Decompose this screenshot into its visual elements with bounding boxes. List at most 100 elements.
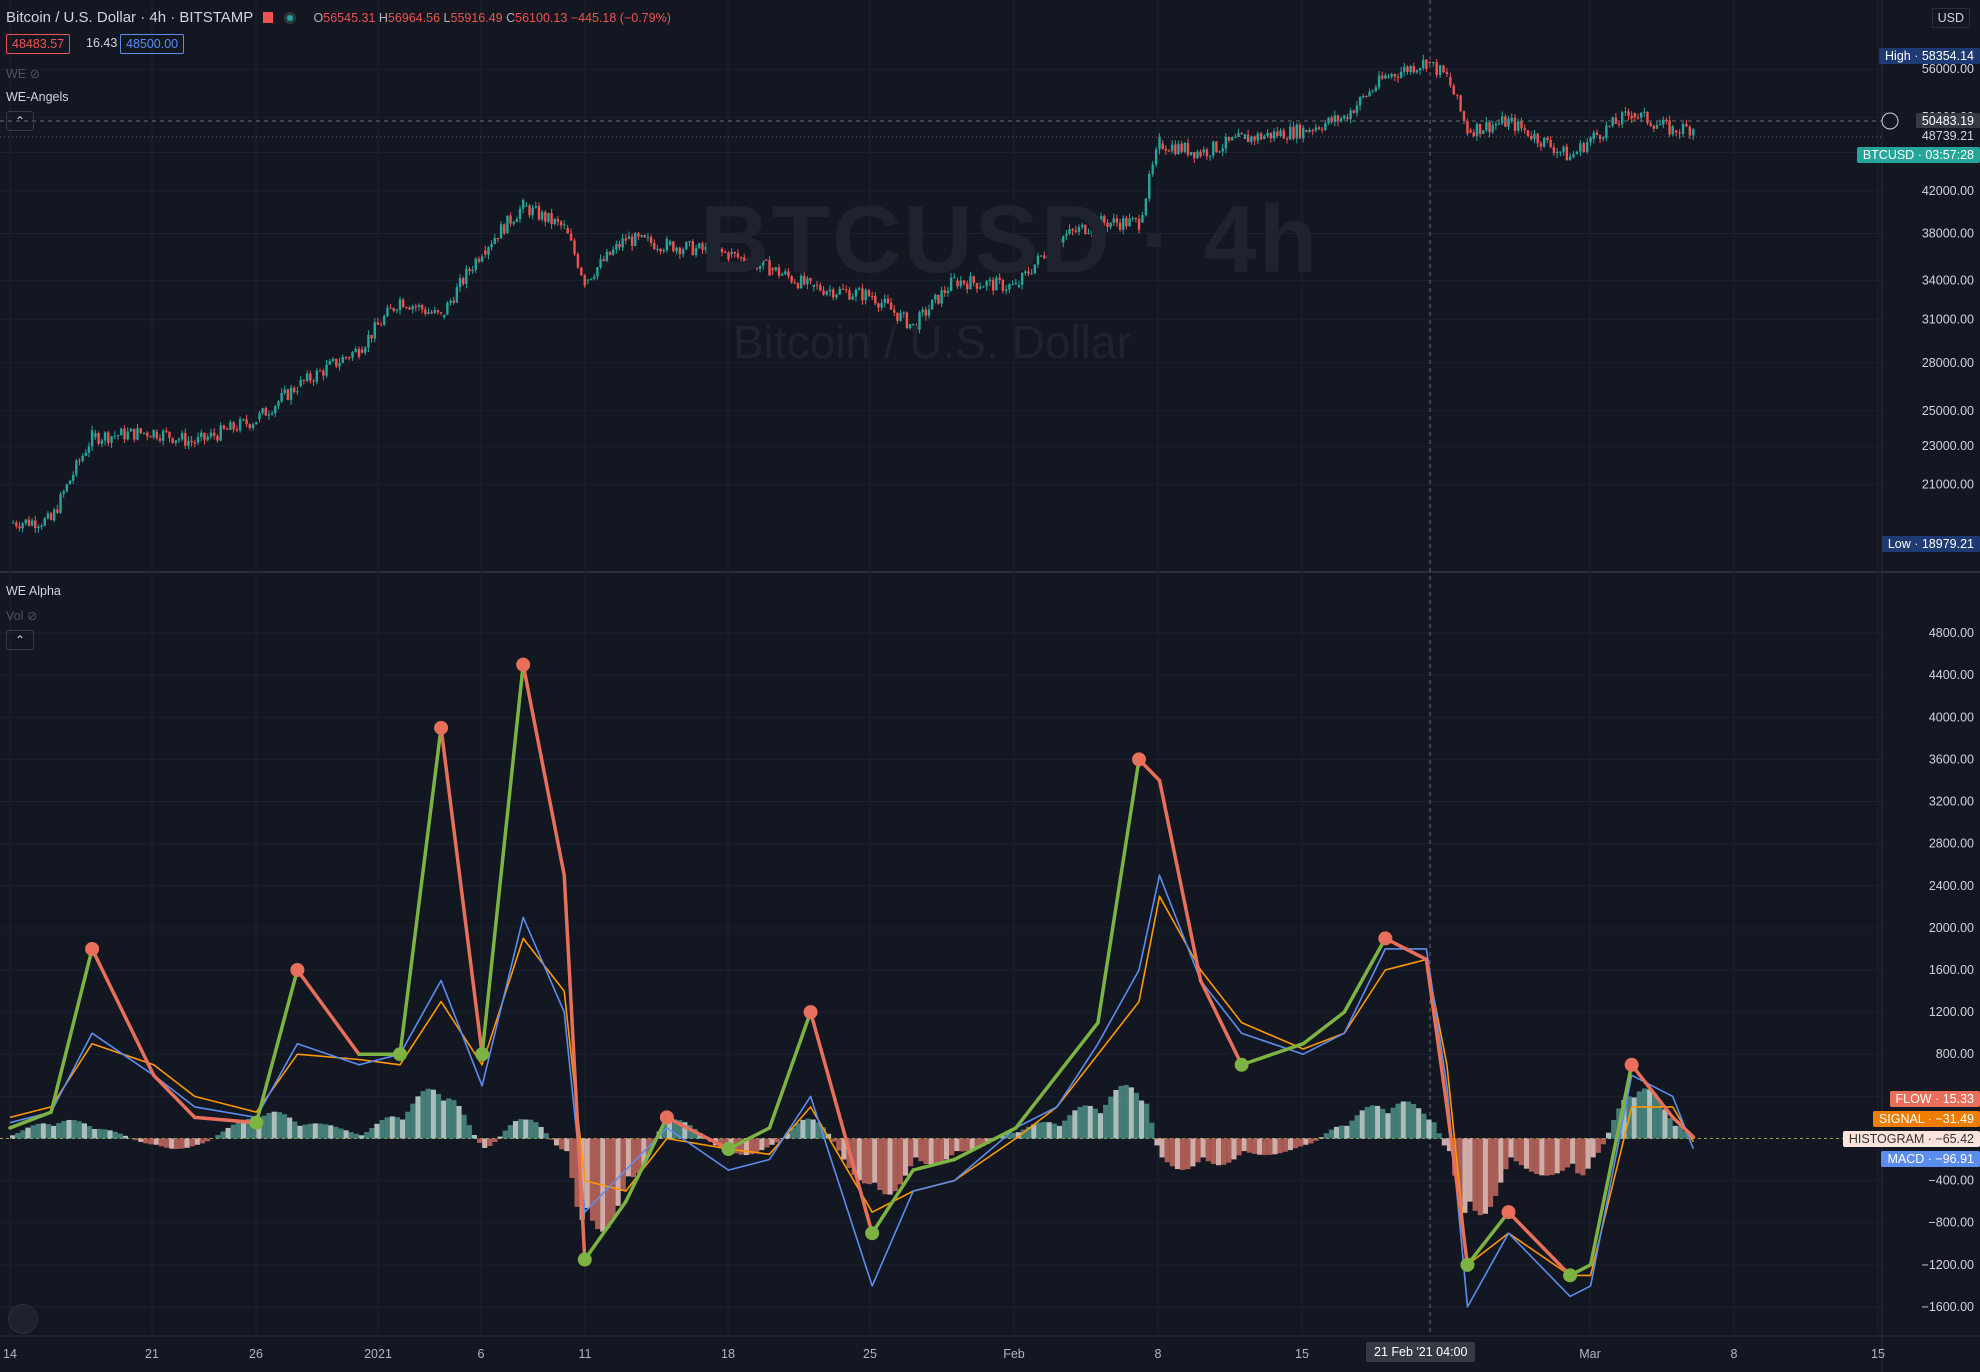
flag-icon[interactable] xyxy=(263,12,274,23)
candle-body xyxy=(1033,264,1036,274)
candle-body xyxy=(1011,284,1014,286)
candle-body xyxy=(1186,142,1190,155)
histogram-bar xyxy=(266,1112,272,1139)
candle-body xyxy=(521,199,525,209)
histogram-bar xyxy=(471,1134,477,1139)
candle-body xyxy=(1221,148,1224,152)
sell-price-chip[interactable]: 48483.57 xyxy=(6,34,71,54)
histogram-bar xyxy=(810,1119,816,1139)
candle-body xyxy=(338,362,341,367)
histogram-bar xyxy=(215,1135,221,1139)
candle-body xyxy=(216,435,219,441)
time-tick-label: 18 xyxy=(721,1347,735,1361)
candle-body xyxy=(433,310,436,314)
time-tick-label: 8 xyxy=(1731,1347,1738,1361)
histogram-bar xyxy=(312,1123,318,1139)
indicator-we[interactable]: WE ⊘ xyxy=(6,67,41,81)
candle-body xyxy=(408,307,411,310)
symbol-title[interactable]: Bitcoin / U.S. Dollar · 4h · BITSTAMP xyxy=(6,9,254,26)
histogram-bar xyxy=(328,1125,334,1139)
candle-body xyxy=(1036,255,1040,265)
candle-body xyxy=(1406,66,1409,73)
candle-body xyxy=(1164,148,1168,151)
cross-signal-dot xyxy=(393,1047,408,1062)
histogram-bar xyxy=(1241,1138,1247,1152)
histogram-bar xyxy=(153,1138,159,1145)
histogram-bar xyxy=(851,1138,857,1176)
candle-body xyxy=(461,278,465,284)
histogram-bar xyxy=(882,1138,888,1195)
candle-body xyxy=(283,389,286,393)
histogram-bar xyxy=(1544,1138,1550,1176)
candle-body xyxy=(386,307,389,317)
histogram-bar xyxy=(759,1138,765,1151)
histogram-bar xyxy=(364,1132,370,1139)
candle-body xyxy=(930,299,934,310)
collapse-pane-button[interactable]: ⌃ xyxy=(6,630,34,650)
histogram-bar xyxy=(1287,1138,1293,1151)
candle-body xyxy=(1276,131,1279,136)
histogram-bar xyxy=(954,1138,960,1152)
histogram-bar xyxy=(1164,1138,1170,1163)
candle-body xyxy=(1030,273,1033,275)
candle-body xyxy=(206,436,209,440)
candle-body xyxy=(780,274,784,276)
candle-body xyxy=(736,253,740,258)
histogram-bar xyxy=(1662,1109,1668,1139)
candle-body xyxy=(280,392,283,402)
collapse-indicators-button[interactable]: ⌃ xyxy=(6,111,34,131)
indicator-we-alpha[interactable]: WE Alpha xyxy=(6,584,61,598)
currency-button[interactable]: USD xyxy=(1931,8,1970,28)
candle-body xyxy=(1415,70,1419,73)
open-value: 56545.31 xyxy=(323,11,376,25)
candle-body xyxy=(1093,221,1096,231)
histogram-bar xyxy=(1067,1115,1073,1139)
candle-body xyxy=(724,251,727,253)
histogram-bar xyxy=(1405,1101,1411,1139)
candle-body xyxy=(161,430,165,441)
flow-line-segment xyxy=(151,1073,197,1120)
histogram-bar xyxy=(979,1138,986,1147)
histogram-bar xyxy=(61,1121,67,1139)
candle-body xyxy=(203,432,206,440)
osc-tick-label: 1200.00 xyxy=(1929,1005,1974,1019)
histogram-bar xyxy=(913,1138,919,1158)
crosshair-price-label: 50483.19 xyxy=(1915,113,1980,129)
histogram-bar xyxy=(1123,1084,1129,1139)
tradingview-logo-icon[interactable] xyxy=(8,1304,38,1334)
candle-body xyxy=(949,277,953,291)
time-tick-label: 25 xyxy=(863,1347,877,1361)
candle-body xyxy=(707,246,711,258)
market-status-icon xyxy=(287,15,294,21)
candle-body xyxy=(30,520,34,526)
candle-body xyxy=(1658,124,1662,126)
candle-body xyxy=(1230,137,1234,141)
indicator-vol[interactable]: Vol ⊘ xyxy=(6,609,38,623)
hidden-eye-icon[interactable]: ⊘ xyxy=(29,67,41,81)
add-alert-icon[interactable] xyxy=(1881,112,1899,130)
histogram-bar xyxy=(1195,1138,1201,1163)
candle-body xyxy=(1565,146,1569,161)
time-tick-label: 6 xyxy=(478,1347,485,1361)
candle-body xyxy=(1205,149,1209,157)
candle-body xyxy=(602,259,605,261)
hidden-eye-icon[interactable]: ⊘ xyxy=(26,609,38,623)
candle-body xyxy=(1199,151,1202,157)
indicator-we-angels[interactable]: WE-Angels xyxy=(6,90,69,104)
histogram-bar xyxy=(748,1138,755,1155)
candle-body xyxy=(209,432,213,437)
histogram-bar xyxy=(964,1138,970,1152)
candle-body xyxy=(809,278,812,281)
candle-body xyxy=(665,238,669,251)
candle-body xyxy=(248,424,252,428)
candle-body xyxy=(212,432,216,436)
candle-body xyxy=(15,522,18,527)
histogram-bar xyxy=(1631,1097,1637,1139)
candle-body xyxy=(515,219,519,222)
candle-body xyxy=(553,219,556,224)
candle-body xyxy=(1349,110,1352,120)
histogram-bar xyxy=(1354,1115,1360,1139)
histogram-bar xyxy=(743,1138,749,1156)
buy-price-chip[interactable]: 48500.00 xyxy=(120,34,185,54)
